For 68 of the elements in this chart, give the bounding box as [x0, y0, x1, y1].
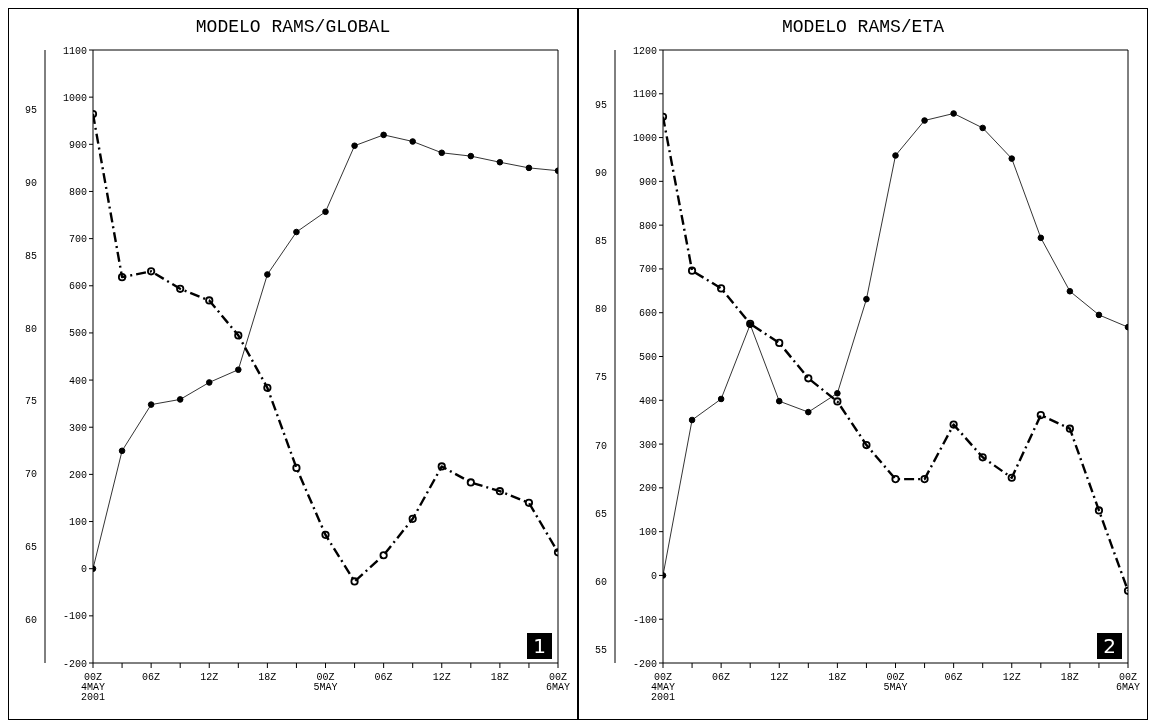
- x-tick-label: 12Z: [770, 672, 789, 683]
- y2-tick-label: 75: [594, 372, 607, 384]
- y2-tick-label: 55: [594, 644, 607, 656]
- y2-tick-label: 60: [24, 614, 37, 626]
- y2-tick-label: 60: [594, 576, 607, 588]
- annotation: 2: [1097, 633, 1122, 659]
- y-tick-label: -100: [62, 611, 87, 623]
- x-tick-label: 12Z: [200, 672, 219, 683]
- y-tick-label: 500: [68, 328, 87, 340]
- chart-title: MODELO RAMS/GLOBAL: [194, 17, 392, 37]
- y2-tick-label: 75: [24, 396, 37, 408]
- x-tick-label: 12Z: [432, 672, 451, 683]
- y-tick-label: 200: [68, 469, 87, 481]
- x-tick-label: 00Z 5MAY: [883, 672, 908, 693]
- x-tick-label: 06Z: [712, 672, 731, 683]
- y-tick-label: 1000: [62, 92, 87, 104]
- x-tick-label: 00Z 6MAY: [545, 672, 571, 693]
- y-tick-label: 800: [638, 220, 657, 232]
- y-tick-label: -200: [632, 658, 657, 670]
- y2-tick-label: 80: [24, 323, 37, 335]
- y2-tick-label: 90: [594, 168, 607, 180]
- y-tick-label: 600: [638, 308, 657, 320]
- y-tick-label: 300: [68, 422, 87, 434]
- y2-tick-label: 65: [24, 542, 37, 554]
- x-tick-label: 12Z: [1002, 672, 1021, 683]
- y-tick-label: -200: [62, 658, 87, 670]
- x-tick-label: 18Z: [258, 672, 277, 683]
- annotation: 1: [527, 633, 552, 659]
- y2-tick-label: 70: [594, 440, 607, 452]
- y2-tick-label: 85: [24, 250, 37, 262]
- y-tick-label: 1000: [632, 133, 657, 145]
- y2-tick-label: 70: [24, 469, 37, 481]
- x-tick-label: 18Z: [490, 672, 509, 683]
- y-tick-label: 0: [80, 564, 87, 576]
- y-tick-label: 1100: [632, 89, 657, 101]
- x-tick-label: 06Z: [374, 672, 393, 683]
- y-tick-label: 400: [638, 395, 657, 407]
- y-tick-label: 600: [68, 281, 87, 293]
- y-tick-label: 400: [68, 375, 87, 387]
- y-tick-label: 1200: [632, 45, 657, 57]
- y2-tick-label: 85: [594, 236, 607, 248]
- x-tick-label: 18Z: [828, 672, 847, 683]
- y2-tick-label: 90: [24, 178, 37, 190]
- y2-tick-label: 95: [594, 100, 607, 112]
- y-tick-label: 700: [638, 264, 657, 276]
- y-tick-label: 500: [638, 352, 657, 364]
- y2-tick-label: 80: [594, 304, 607, 316]
- y-tick-label: 1100: [62, 45, 87, 57]
- chart-title: MODELO RAMS/ETA: [781, 17, 945, 37]
- y-tick-label: 0: [650, 570, 657, 582]
- y-tick-label: 100: [638, 527, 657, 539]
- x-tick-label: 00Z 6MAY: [1115, 672, 1141, 693]
- y-tick-label: 200: [638, 483, 657, 495]
- y-tick-label: 100: [68, 517, 87, 529]
- y2-tick-label: 65: [594, 508, 607, 520]
- y-tick-label: 700: [68, 234, 87, 246]
- x-tick-label: 18Z: [1060, 672, 1079, 683]
- x-tick-label: 06Z: [142, 672, 161, 683]
- x-tick-label: 06Z: [944, 672, 963, 683]
- x-tick-label: 00Z 5MAY: [313, 672, 338, 693]
- y-tick-label: 900: [638, 176, 657, 188]
- y-tick-label: 900: [68, 139, 87, 151]
- y-tick-label: 300: [638, 439, 657, 451]
- y-tick-label: 800: [68, 187, 87, 199]
- y2-tick-label: 95: [24, 105, 37, 117]
- y-tick-label: -100: [632, 614, 657, 626]
- x-tick-label: 00Z 4MAY 2001: [650, 672, 676, 703]
- x-tick-label: 00Z 4MAY 2001: [80, 672, 106, 703]
